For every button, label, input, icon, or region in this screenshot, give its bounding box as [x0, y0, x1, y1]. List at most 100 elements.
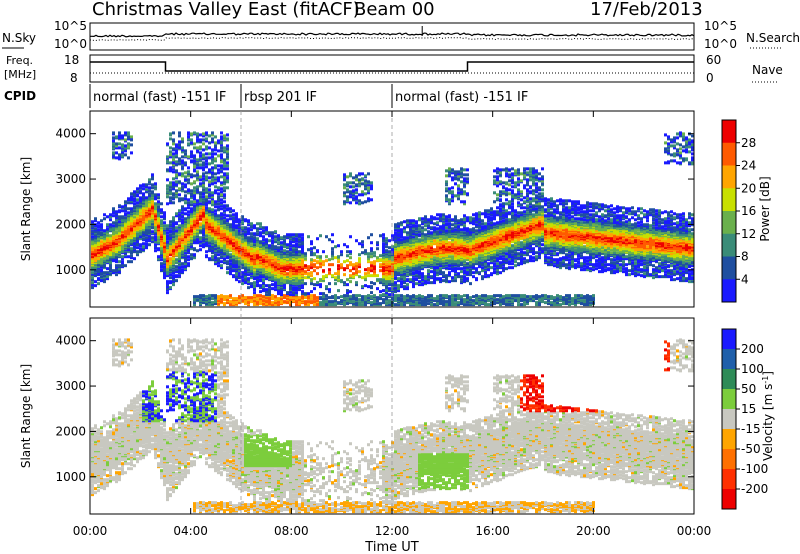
power-cell	[355, 281, 358, 285]
power-cell	[229, 300, 232, 304]
power-cell	[118, 270, 121, 274]
power-cell	[235, 301, 238, 305]
power-cell	[178, 266, 181, 270]
power-cell	[304, 264, 307, 268]
power-cell	[118, 153, 121, 157]
power-cell	[154, 187, 157, 191]
power-cell	[247, 296, 250, 300]
power-cell	[169, 137, 172, 141]
power-cell	[172, 257, 175, 261]
power-cell	[223, 158, 226, 162]
power-cell	[235, 278, 238, 282]
power-cell	[235, 214, 238, 218]
power-cell	[133, 190, 136, 194]
power-cell	[124, 209, 127, 213]
power-cell	[220, 207, 223, 211]
power-cell	[325, 235, 328, 239]
power-cell	[229, 303, 232, 307]
power-cell	[232, 209, 235, 213]
power-cell	[166, 158, 169, 162]
power-cell	[115, 252, 118, 256]
power-cell	[346, 175, 349, 179]
power-cell	[121, 148, 124, 152]
power-cell	[355, 239, 358, 243]
power-cell	[199, 178, 202, 182]
power-cell	[244, 238, 247, 242]
power-cell	[367, 255, 370, 259]
power-cell	[265, 268, 268, 272]
cpid-segment-label: rbsp 201 IF	[244, 90, 317, 105]
power-cell	[223, 244, 226, 248]
power-cell	[172, 181, 175, 185]
power-cell	[109, 241, 112, 245]
power-cell	[220, 246, 223, 250]
power-cell	[175, 148, 178, 152]
power-cell	[244, 266, 247, 270]
power-cell	[304, 252, 307, 256]
power-cell	[262, 241, 265, 245]
power-cell	[364, 268, 367, 272]
power-cell	[226, 218, 229, 222]
power-cell	[280, 289, 283, 293]
power-cell	[214, 212, 217, 216]
power-cell	[235, 272, 238, 276]
power-cell	[127, 207, 130, 211]
power-cell	[226, 204, 229, 208]
power-cell	[313, 263, 316, 267]
power-cell	[268, 288, 271, 292]
power-cell	[349, 185, 352, 189]
power-cell	[406, 286, 409, 290]
power-cell	[169, 220, 172, 224]
power-cell	[310, 294, 313, 298]
power-cell	[211, 200, 214, 204]
power-cell	[139, 196, 142, 200]
power-cell	[175, 234, 178, 238]
power-cell	[115, 151, 118, 155]
power-cell	[118, 225, 121, 229]
power-cell	[226, 252, 229, 256]
power-cell	[274, 261, 277, 265]
power-cell	[334, 282, 337, 286]
power-cell	[154, 209, 157, 213]
power-cell	[394, 281, 397, 285]
power-cell	[160, 211, 163, 215]
power-cell	[124, 230, 127, 234]
power-cell	[211, 155, 214, 159]
power-cell	[109, 239, 112, 243]
power-cell	[376, 256, 379, 260]
power-cell	[217, 235, 220, 239]
power-cell	[412, 219, 415, 223]
power-cell	[394, 294, 397, 298]
power-cell	[367, 267, 370, 271]
power-cell	[124, 216, 127, 220]
power-cell	[190, 207, 193, 211]
power-cell	[109, 251, 112, 255]
power-cell	[241, 217, 244, 221]
power-cell	[250, 228, 253, 232]
power-cell	[226, 164, 229, 168]
power-cell	[133, 202, 136, 206]
power-cell	[259, 261, 262, 265]
power-cell	[370, 255, 373, 259]
power-cell	[226, 229, 229, 233]
power-cell	[196, 295, 199, 299]
power-cell	[349, 290, 352, 294]
power-cell	[208, 207, 211, 211]
power-cell	[400, 280, 403, 284]
power-cell	[256, 262, 259, 266]
power-cell	[184, 262, 187, 266]
power-cell	[205, 295, 208, 299]
power-cell	[157, 214, 160, 218]
power-cell	[187, 170, 190, 174]
power-cell	[214, 148, 217, 152]
freq-label: Freq.	[6, 54, 33, 67]
power-cell	[364, 174, 367, 178]
power-cell	[268, 244, 271, 248]
power-cell	[250, 272, 253, 276]
power-cell	[178, 215, 181, 219]
power-cell	[325, 297, 328, 301]
power-cell	[199, 166, 202, 170]
power-cell	[229, 264, 232, 268]
power-cell	[103, 278, 106, 282]
power-cell	[169, 181, 172, 185]
